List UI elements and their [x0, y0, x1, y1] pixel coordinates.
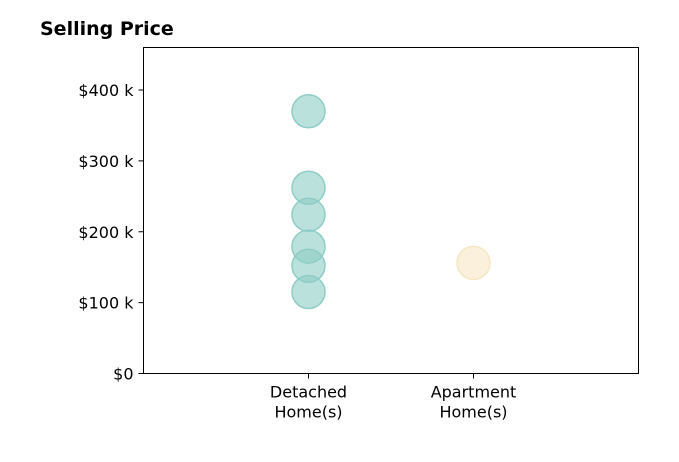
x-tick-label: Apartment Home(s)	[431, 383, 517, 422]
data-point	[456, 245, 491, 281]
y-tick-label: $100 k	[78, 294, 134, 313]
data-point	[291, 197, 326, 233]
chart-title: Selling Price	[40, 18, 174, 40]
y-tick-label: $400 k	[78, 81, 134, 100]
y-tick-label: $200 k	[78, 223, 134, 242]
x-tick-label: Detached Home(s)	[270, 383, 347, 422]
data-point	[291, 274, 326, 310]
x-axis: Detached Home(s) Apartment Home(s)	[270, 373, 517, 422]
y-tick-label: $0	[113, 365, 133, 384]
y-tick-label: $300 k	[78, 152, 134, 171]
chart-marks	[291, 94, 491, 310]
y-axis: $0 $100 k $200 k $300 k $400 k	[78, 81, 144, 384]
data-point	[291, 94, 326, 129]
plot-frame	[143, 47, 639, 374]
